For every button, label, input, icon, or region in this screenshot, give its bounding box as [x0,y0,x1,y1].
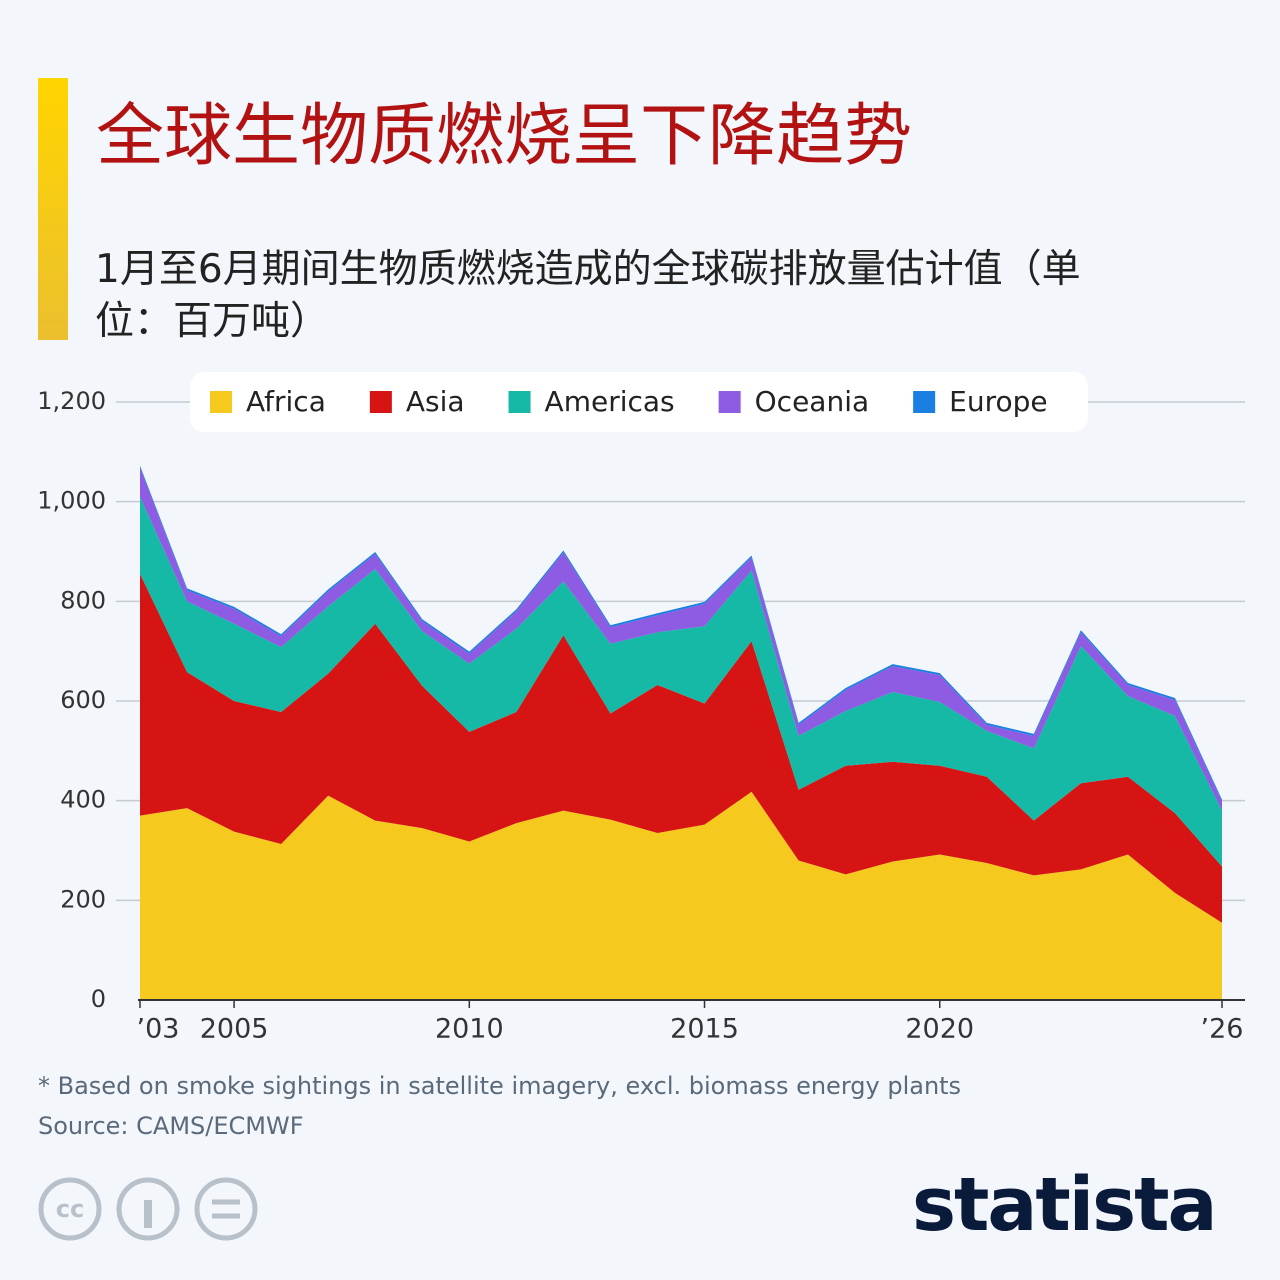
legend-swatch [509,391,531,413]
source: Source: CAMS/ECMWF [38,1106,961,1146]
cc-text: cc [56,1195,84,1223]
y-tick-label: 1,000 [37,487,106,515]
legend-label: Asia [406,385,465,418]
footer: * Based on smoke sightings in satellite … [38,1066,961,1146]
legend-label: Americas [545,385,675,418]
y-tick-label: 800 [60,586,106,614]
y-tick-label: 200 [60,885,106,913]
legend-swatch [370,391,392,413]
y-tick-label: 600 [60,686,106,714]
y-tick-label: 1,200 [37,387,106,415]
legend-swatch [913,391,935,413]
x-tick-label: ’26 [1201,1014,1244,1045]
y-tick-label: 400 [60,786,106,814]
legend-label: Oceania [755,385,870,418]
page: 全球生物质燃烧呈下降趋势 1月至6月期间生物质燃烧造成的全球碳排放量估计值（单位… [0,0,1280,1280]
legend-label: Europe [949,385,1047,418]
x-tick-label: 2010 [435,1014,504,1045]
y-tick-label: 0 [91,985,106,1013]
x-tick-label: ’03 [137,1014,180,1045]
x-tick-label: 2020 [905,1014,974,1045]
footnote: * Based on smoke sightings in satellite … [38,1066,961,1106]
legend-swatch [210,391,232,413]
legend-label: Africa [246,385,326,418]
x-tick-label: 2015 [670,1014,739,1045]
brand-logo: statista [912,1162,1215,1248]
x-tick-label: 2005 [200,1014,269,1045]
legend-swatch [719,391,741,413]
